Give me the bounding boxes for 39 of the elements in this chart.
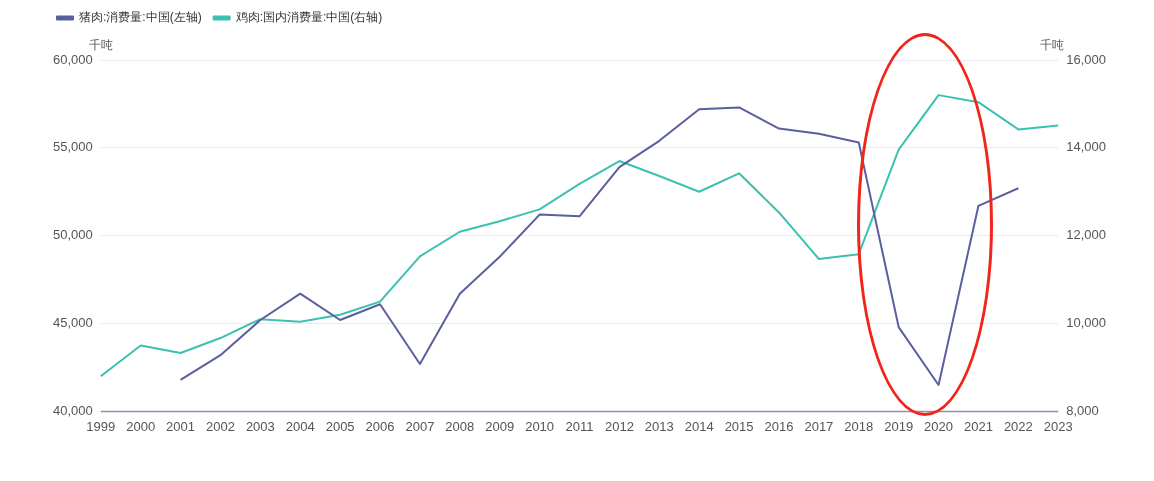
x-tick-label: 2012 xyxy=(604,418,634,434)
legend-label: 鸡肉:国内消费量:中国(右轴) xyxy=(234,10,383,25)
x-tick-label: 2001 xyxy=(166,418,196,434)
x-tick-label: 2000 xyxy=(126,418,156,434)
legend-label: 猪肉:消费量:中国(左轴) xyxy=(79,10,202,25)
x-tick-label: 2009 xyxy=(485,418,515,434)
x-tick-label: 2007 xyxy=(405,418,435,434)
y2-tick-label: 14,000 xyxy=(1066,139,1106,155)
x-tick-label: 2022 xyxy=(1003,418,1033,434)
x-tick-label: 2004 xyxy=(285,418,315,434)
x-tick-label: 2010 xyxy=(525,418,555,434)
y-tick-label: 40,000 xyxy=(53,402,93,418)
y-tick-label: 55,000 xyxy=(53,139,93,155)
y-axis-title: 千吨 xyxy=(88,38,113,53)
x-tick-label: 2018 xyxy=(844,418,874,434)
x-tick-label: 2008 xyxy=(445,418,475,434)
y2-tick-label: 16,000 xyxy=(1066,51,1106,67)
x-tick-label: 2023 xyxy=(1043,418,1073,434)
y2-tick-label: 8,000 xyxy=(1066,402,1099,418)
x-tick-label: 2019 xyxy=(884,418,914,434)
y-tick-label: 45,000 xyxy=(53,315,93,331)
x-tick-label: 2016 xyxy=(764,418,794,434)
y-tick-label: 60,000 xyxy=(53,51,93,67)
x-tick-label: 2002 xyxy=(205,418,235,434)
x-tick-label: 2005 xyxy=(325,418,355,434)
x-tick-label: 2013 xyxy=(644,418,674,434)
x-tick-label: 2020 xyxy=(924,418,954,434)
x-tick-label: 2021 xyxy=(963,418,993,434)
x-tick-label: 2011 xyxy=(565,418,594,434)
x-tick-label: 2017 xyxy=(804,418,834,434)
x-tick-label: 2006 xyxy=(365,418,395,434)
y-tick-label: 50,000 xyxy=(53,227,93,243)
y2-tick-label: 12,000 xyxy=(1066,227,1106,243)
x-tick-label: 2003 xyxy=(245,418,275,434)
y2-axis-title: 千吨 xyxy=(1040,38,1065,53)
y2-tick-label: 10,000 xyxy=(1066,315,1106,331)
x-tick-label: 2014 xyxy=(684,418,714,434)
x-tick-label: 1999 xyxy=(86,418,116,434)
x-tick-label: 2015 xyxy=(724,418,754,434)
